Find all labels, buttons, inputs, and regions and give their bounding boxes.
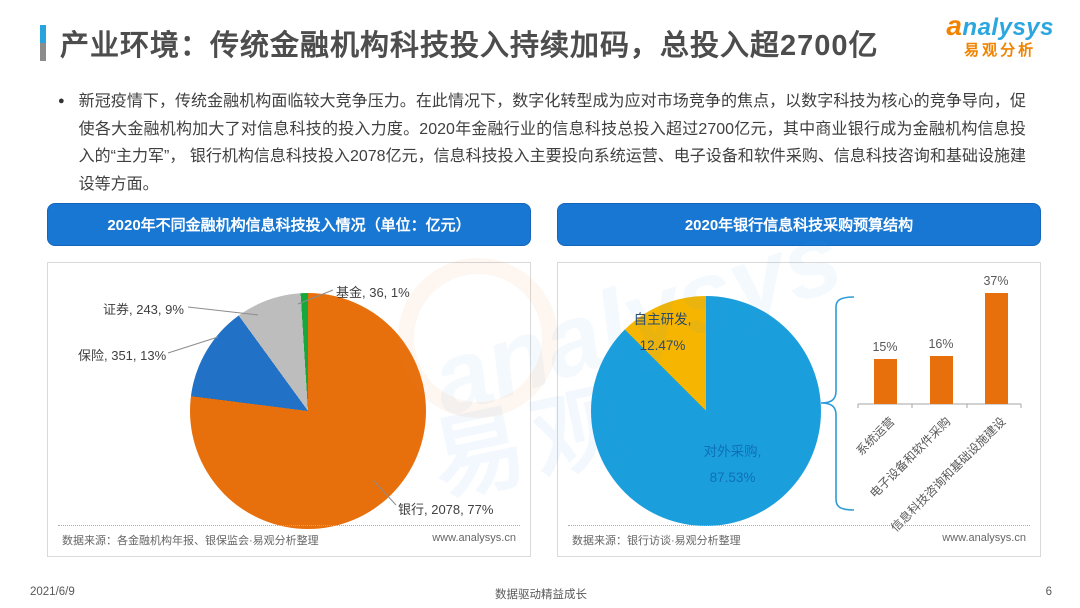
budget-bar [985,293,1008,404]
source-note: 数据来源：各金融机构年报、银保监会·易观分析整理 [62,535,319,547]
footer-date: 2021/6/9 [30,586,75,598]
inhouse-name: 自主研发, [633,312,692,327]
right-chart-header: 2020年银行信息科技采购预算结构 [557,203,1041,246]
pie-label-insurance: 保险, 351, 13% [78,348,167,363]
pie-label-fund: 基金, 36, 1% [336,285,410,300]
charts-row: 2020年不同金融机构信息科技投入情况（单位：亿元） 基金, 36, 1% 证券… [47,203,1041,557]
website-link: www.analysys.cn [942,532,1026,544]
pie-label-securities: 证券, 243, 9% [103,302,184,317]
summary-block: ● 新冠疫情下，传统金融机构面临较大竞争压力。在此情况下，数字化转型成为应对市场… [58,88,1026,198]
source-note: 数据来源：银行访谈·易观分析整理 [572,535,741,547]
right-chart-panel: 自主研发, 12.47% 对外采购, 87.53% 15% [557,262,1041,557]
website-link: www.analysys.cn [432,532,516,544]
analysys-logo: analysys 易观分析 [946,10,1054,60]
budget-bar-value: 16% [928,337,954,351]
budget-bar-value: 15% [872,340,898,354]
title-accent-bar [40,25,46,61]
budget-bar-value: 37% [983,274,1009,288]
procurement-pie [591,296,821,526]
left-chart-column: 2020年不同金融机构信息科技投入情况（单位：亿元） 基金, 36, 1% 证券… [47,203,531,557]
summary-text: 新冠疫情下，传统金融机构面临较大竞争压力。在此情况下，数字化转型成为应对市场竞争… [78,93,1026,193]
page-title: 产业环境：传统金融机构科技投入持续加码，总投入超2700亿 [60,30,879,62]
pie-label-outsourced: 对外采购, 87.53% [680,439,785,490]
left-chart-panel: 基金, 36, 1% 证券, 243, 9% 保险, 351, 13% 银行, … [47,262,531,557]
left-source-row: 数据来源：各金融机构年报、银保监会·易观分析整理 www.analysys.cn [62,532,516,548]
left-chart-header: 2020年不同金融机构信息科技投入情况（单位：亿元） [47,203,531,246]
logo-brand-cn: 易观分析 [964,42,1037,60]
right-chart-column: 2020年银行信息科技采购预算结构 自主研发, 12.47% 对外采购, 87.… [557,203,1041,557]
footer-slogan: 数据驱动精益成长 [495,589,587,601]
divider [58,525,520,526]
pie-label-bank: 银行, 2078, 77% [398,502,494,517]
right-source-row: 数据来源：银行访谈·易观分析整理 www.analysys.cn [572,532,1026,548]
outsourced-pct: 87.53% [709,469,756,485]
outsourced-name: 对外采购, [703,444,762,459]
institutions-pie [190,293,426,529]
budget-bar [930,356,953,404]
inhouse-pct: 12.47% [639,337,686,353]
budget-bar [874,359,897,404]
title-row: 产业环境：传统金融机构科技投入持续加码，总投入超2700亿 [40,22,879,64]
bullet-icon: ● [58,95,65,107]
pie-label-inhouse: 自主研发, 12.47% [610,307,715,358]
divider [568,525,1030,526]
footer: 2021/6/9 数据驱动精益成长 6 [30,586,1052,601]
logo-brand-text: analysys [946,10,1054,41]
footer-page-number: 6 [1045,586,1052,598]
